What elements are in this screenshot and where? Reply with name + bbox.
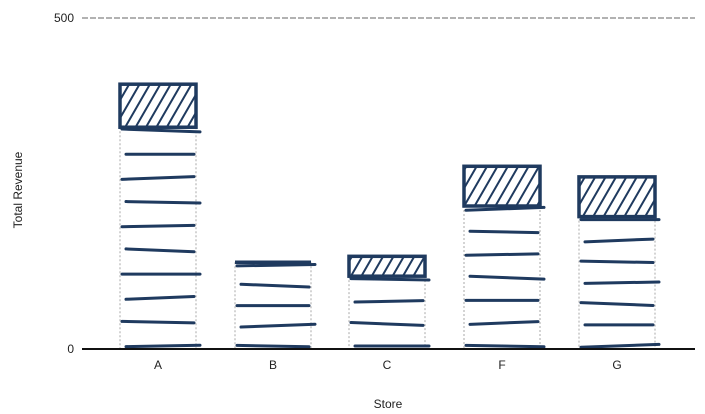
- y-tick-label-0: 0: [67, 342, 74, 356]
- bar-segment-top-A: [118, 82, 198, 129]
- bar-segment-base-F: [464, 205, 546, 349]
- x-tick-label-A: A: [154, 358, 162, 372]
- y-axis-title: Total Revenue: [11, 151, 25, 228]
- x-axis-title: Store: [374, 397, 403, 411]
- bar-segment-top-F: [462, 164, 542, 208]
- bar-segment-top-C: [347, 254, 427, 278]
- x-tick-label-B: B: [269, 358, 277, 372]
- bar-segment-base-C: [349, 277, 431, 348]
- bar-segment-base-G: [579, 218, 661, 349]
- x-tick-label-F: F: [498, 358, 505, 372]
- x-tick-label-G: G: [612, 358, 621, 372]
- y-tick-label-500: 500: [54, 11, 74, 25]
- bars-layer: [118, 82, 661, 349]
- bar-segment-base-A: [120, 127, 202, 349]
- x-tick-label-C: C: [383, 358, 392, 372]
- bar-segment-base-B: [235, 262, 317, 349]
- bar-segment-top-G: [577, 175, 657, 219]
